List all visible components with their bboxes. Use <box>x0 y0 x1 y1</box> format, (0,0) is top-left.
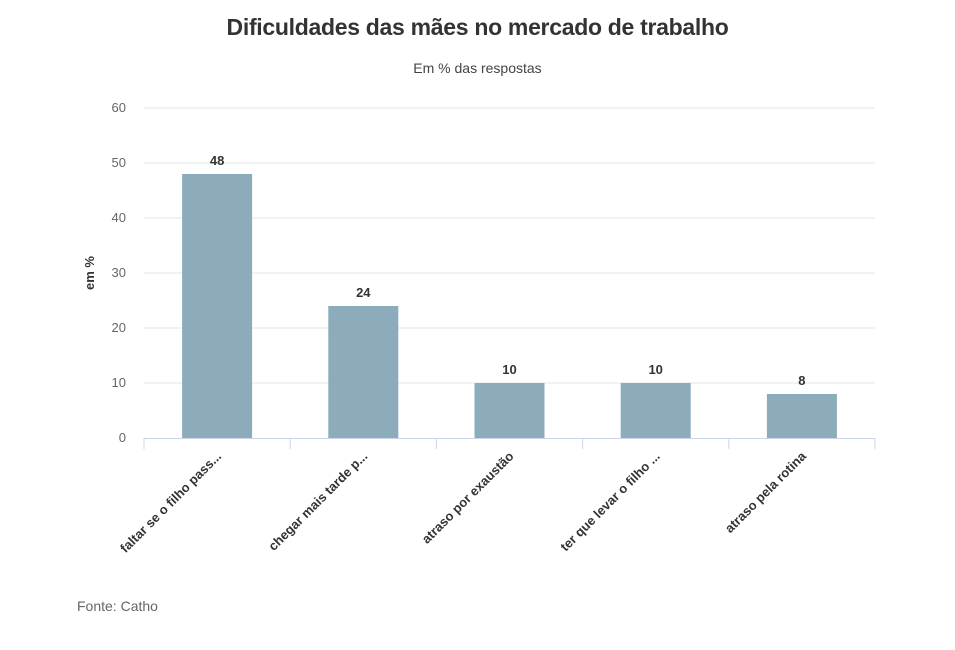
y-tick-label: 20 <box>112 320 126 335</box>
x-category-label: faltar se o filho pass... <box>117 449 224 556</box>
x-category-label: ter que levar o filho ... <box>557 449 663 555</box>
bar[interactable] <box>182 174 253 438</box>
data-label: 8 <box>798 373 805 388</box>
grid-lines <box>144 107 875 384</box>
data-label: 24 <box>356 285 371 300</box>
data-label: 10 <box>648 362 662 377</box>
bar[interactable] <box>328 306 399 438</box>
y-tick-label: 40 <box>112 210 126 225</box>
y-tick-label: 30 <box>112 265 126 280</box>
y-tick-label: 50 <box>112 155 126 170</box>
x-category-label: chegar mais tarde p... <box>265 449 370 554</box>
chart-title: Dificuldades das mães no mercado de trab… <box>226 14 729 40</box>
data-label: 48 <box>210 153 224 168</box>
chart-source: Fonte: Catho <box>77 598 158 614</box>
axes <box>143 438 876 449</box>
y-axis-title: em % <box>82 256 97 290</box>
bar[interactable] <box>474 383 545 438</box>
x-category-label: atraso pela rotina <box>722 448 810 536</box>
data-label: 10 <box>502 362 516 377</box>
y-tick-label: 10 <box>112 375 126 390</box>
bar[interactable] <box>766 394 837 438</box>
bars <box>182 174 837 438</box>
y-tick-label: 0 <box>119 430 126 445</box>
bar[interactable] <box>620 383 691 438</box>
y-tick-label: 60 <box>112 100 126 115</box>
x-category-label: atraso por exaustão <box>419 448 517 546</box>
chart-subtitle: Em % das respostas <box>413 60 542 76</box>
